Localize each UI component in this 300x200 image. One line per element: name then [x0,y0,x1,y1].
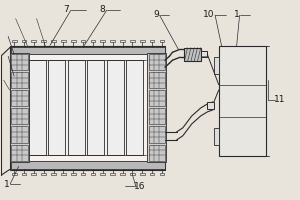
Bar [214,57,219,74]
Bar [120,173,125,175]
Bar [51,173,56,175]
Bar [71,173,76,175]
Bar [32,40,36,42]
Bar [61,173,66,175]
Bar [41,40,46,42]
Bar [107,60,124,155]
Text: 7: 7 [64,5,69,14]
Text: 1: 1 [234,10,239,19]
Bar [110,173,115,175]
Bar [219,46,266,156]
Bar [148,108,165,124]
Bar [148,145,165,161]
Bar [11,161,165,169]
Bar [148,54,165,70]
Bar [71,40,76,42]
Bar [11,108,28,124]
Bar [87,60,104,155]
Text: 11: 11 [274,95,286,104]
Bar [207,102,214,109]
Bar [91,173,95,175]
Bar [150,40,154,42]
Bar [140,40,145,42]
Bar [130,173,135,175]
Bar [11,90,28,106]
Bar [148,72,165,88]
Bar [130,40,135,42]
Bar [22,173,26,175]
Bar [68,60,85,155]
Text: 9: 9 [153,10,159,19]
Bar [32,173,36,175]
Text: 16: 16 [134,182,145,191]
Text: 1: 1 [4,180,10,189]
Bar [61,40,66,42]
Bar [140,173,145,175]
Bar [12,173,16,175]
Bar [148,90,165,106]
Bar [29,60,46,155]
Text: 8: 8 [99,5,105,14]
Bar [49,60,65,155]
Bar [214,128,219,145]
Bar [148,126,165,143]
Bar [160,173,164,175]
Bar [160,40,164,42]
Bar [100,173,105,175]
Bar [11,54,28,70]
Bar [11,47,165,54]
Bar [91,40,95,42]
Bar [150,173,154,175]
Bar [100,40,105,42]
Bar [81,40,85,42]
Bar [201,51,207,57]
Bar [10,46,165,170]
Text: 10: 10 [202,10,214,19]
Bar [22,40,26,42]
Bar [11,126,28,143]
Bar [81,173,85,175]
Bar [110,40,115,42]
Bar [10,53,29,162]
Bar [51,40,56,42]
Bar [11,145,28,161]
Bar [147,53,167,162]
Bar [41,173,46,175]
Bar [12,40,16,42]
Bar [120,40,125,42]
Bar [126,60,143,155]
Bar [11,72,28,88]
Bar [184,48,201,61]
